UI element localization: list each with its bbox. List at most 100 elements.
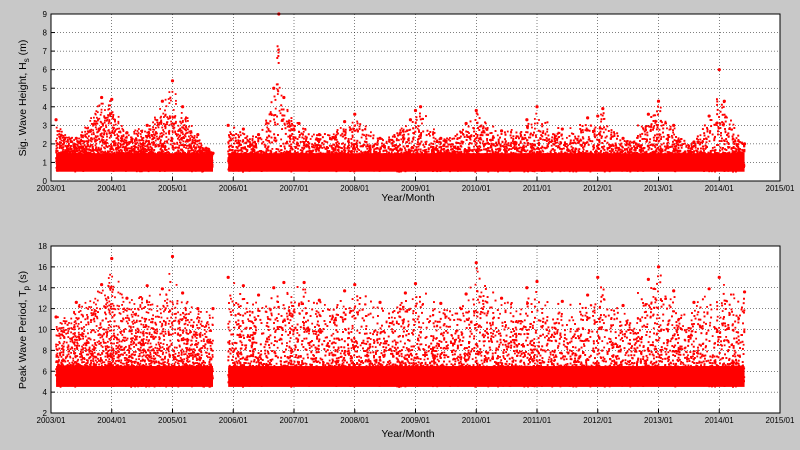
- wave-height-data-point: [200, 150, 202, 153]
- wave-height-data-point: [182, 133, 184, 135]
- wave-height-data-point: [91, 149, 94, 151]
- wave-height-data-point: [66, 136, 69, 139]
- wave-height-data-point: [118, 127, 120, 130]
- wave-height-data-point: [171, 115, 174, 118]
- wave-height-data-point: [136, 133, 139, 136]
- wave-height-data-point: [163, 146, 166, 149]
- wave-height-data-point: [155, 135, 158, 138]
- wave-height-data-point: [157, 126, 160, 129]
- wave-height-data-point: [79, 146, 82, 148]
- wave-height-data-point: [146, 131, 149, 134]
- wave-height-data-point: [156, 121, 159, 124]
- wave-height-data-point: [78, 142, 80, 145]
- wave-height-data-point: [104, 119, 106, 122]
- wave-height-data-point: [192, 151, 195, 154]
- wave-height-data-point: [110, 144, 113, 147]
- wave-height-data-point: [141, 137, 144, 140]
- wave-height-data-point: [78, 152, 81, 154]
- wave-height-data-point: [113, 142, 115, 145]
- wave-height-data-point: [105, 124, 107, 127]
- wave-height-data-point: [70, 145, 73, 147]
- wave-height-data-point: [177, 136, 180, 139]
- wave-height-data-point: [93, 137, 96, 140]
- wave-height-data-point: [169, 117, 172, 119]
- wave-height-data-point: [78, 149, 80, 151]
- wave-height-data-point: [107, 104, 110, 107]
- wave-height-data-point: [113, 130, 116, 133]
- wave-height-data-point: [199, 147, 202, 150]
- wave-height-data-point: [171, 122, 174, 125]
- wave-height-data-point: [58, 143, 61, 145]
- wave-height-data-point: [177, 129, 180, 131]
- wave-height-data-point: [67, 142, 70, 145]
- wave-height-data-point: [158, 123, 160, 126]
- wave-height-data-point: [56, 143, 59, 146]
- wave-height-data-point: [60, 144, 63, 147]
- wave-height-data-point: [59, 144, 61, 147]
- wave-height-data-point: [161, 145, 164, 148]
- wave-height-data-point: [178, 144, 181, 147]
- wave-height-data-point: [96, 111, 99, 114]
- wave-height-data-point: [92, 131, 95, 134]
- wave-height-data-point: [116, 143, 119, 146]
- wave-height-data-point: [201, 148, 204, 151]
- wave-height-data-point: [145, 135, 148, 137]
- wave-height-data-point: [164, 145, 167, 148]
- wave-height-data-point: [162, 112, 165, 115]
- wave-height-data-point: [185, 126, 188, 129]
- wave-height-data-point: [188, 143, 191, 146]
- wave-height-data-point: [60, 147, 63, 150]
- wave-height-data-point: [90, 150, 93, 152]
- wave-height-data-point: [190, 145, 192, 148]
- wave-height-data-point: [157, 143, 159, 146]
- wave-height-data-point: [178, 139, 181, 141]
- wave-height-data-point: [160, 121, 163, 124]
- wave-height-data-point: [117, 122, 120, 125]
- wave-height-data-point: [101, 150, 103, 153]
- wave-height-data-point: [169, 143, 172, 146]
- wave-height-data-point: [175, 133, 177, 136]
- wave-height-data-point: [118, 131, 120, 133]
- wave-height-data-point: [60, 134, 63, 137]
- wave-height-data-point: [163, 116, 165, 118]
- wave-height-data-point: [191, 136, 194, 138]
- wave-height-data-point: [86, 130, 89, 133]
- wave-height-data-point: [151, 149, 153, 152]
- wave-height-data-point: [136, 151, 139, 154]
- wave-height-data-point: [196, 143, 199, 146]
- wave-height-data-point: [111, 151, 113, 153]
- wave-height-data-point: [144, 145, 146, 148]
- wave-height-data-point: [178, 146, 180, 149]
- wave-height-data-point: [62, 139, 65, 142]
- wave-height-data-point: [142, 150, 145, 152]
- wave-height-data-point: [89, 145, 92, 148]
- wave-height-data-point: [95, 110, 98, 113]
- wave-height-data-point: [187, 120, 189, 122]
- wave-height-data-point: [131, 149, 133, 152]
- wave-height-data-point: [179, 120, 182, 123]
- wave-height-data-point: [131, 148, 134, 151]
- wave-height-data-point: [145, 140, 148, 143]
- wave-height-data-point: [61, 136, 64, 139]
- wave-height-data-point: [83, 144, 86, 146]
- wave-height-data-point: [184, 132, 187, 135]
- wave-height-data-point: [109, 113, 111, 116]
- wave-height-data-point: [183, 128, 186, 131]
- wave-height-data-point: [76, 147, 79, 150]
- wave-height-data-point: [66, 144, 69, 147]
- wave-height-data-point: [137, 144, 140, 147]
- wave-height-data-point: [108, 136, 111, 139]
- wave-height-data-point: [88, 151, 91, 154]
- wave-height-data-point: [199, 149, 202, 152]
- wave-height-data-point: [163, 130, 165, 133]
- wave-height-data-point: [95, 136, 98, 139]
- wave-height-data-point: [78, 148, 81, 150]
- wave-height-data-point: [100, 111, 103, 114]
- wave-height-data-point: [86, 142, 89, 144]
- wave-height-data-point: [172, 116, 174, 119]
- wave-height-data-point: [141, 150, 144, 153]
- wave-height-data-point: [87, 151, 89, 154]
- wave-height-data-point: [56, 150, 59, 153]
- wave-height-data-point: [161, 149, 164, 152]
- wave-height-data-point: [117, 135, 119, 137]
